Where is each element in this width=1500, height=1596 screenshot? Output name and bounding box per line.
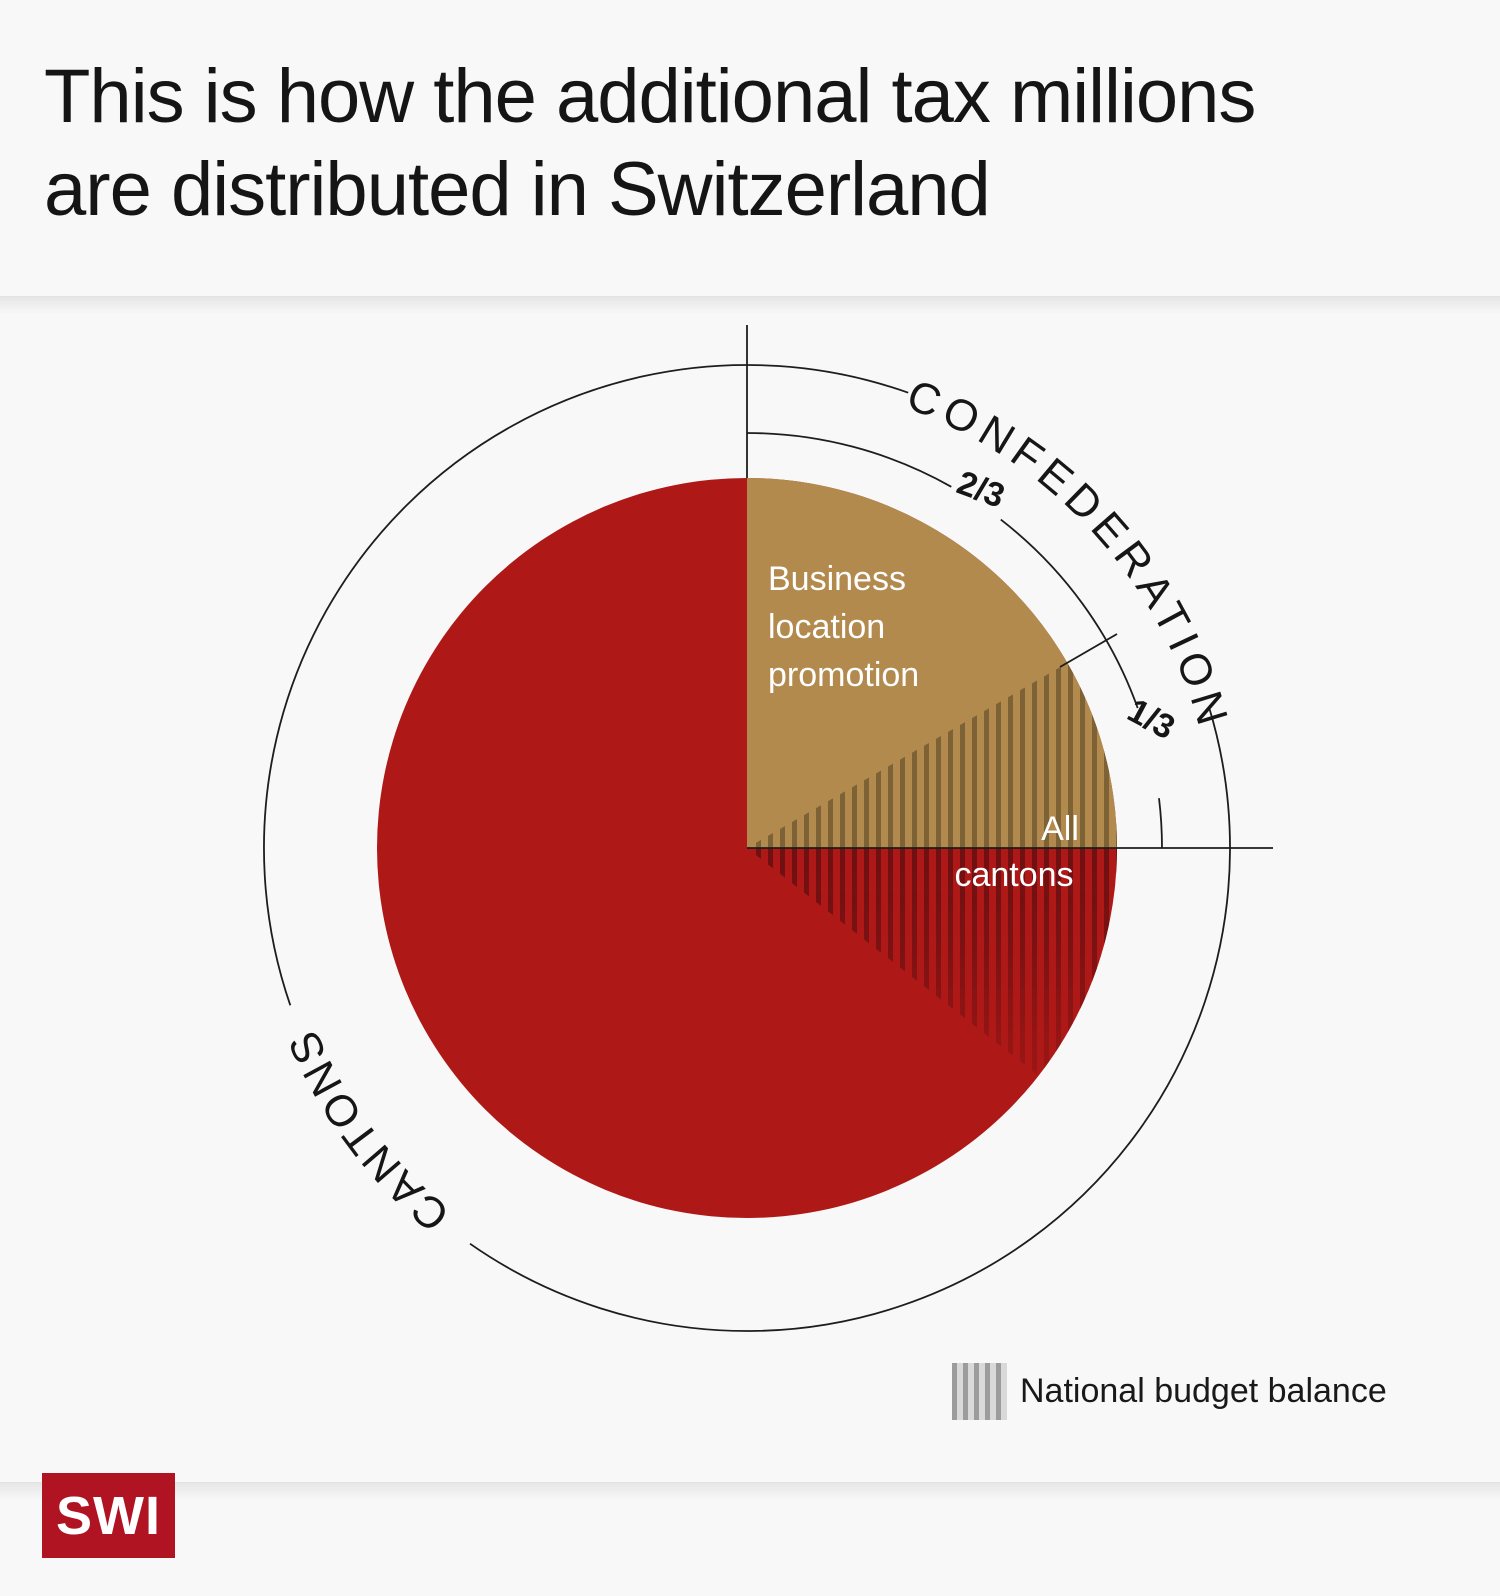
- title-line-2: are distributed in Switzerland: [44, 147, 991, 232]
- hatch-swatch-icon: [952, 1363, 1007, 1420]
- inner-arc-segment-3: [1158, 798, 1163, 849]
- cantons-hatch-reflection: [747, 848, 1117, 1076]
- all-cantons-label-line-1: All: [1041, 810, 1079, 848]
- confederation-one-third-hatch: [747, 663, 1117, 848]
- inner-arc-segment-1: [746, 432, 952, 488]
- two-thirds-one-third-tick: [1059, 633, 1118, 668]
- header-divider: [0, 296, 1500, 321]
- one-third-label: 1/3: [1121, 691, 1181, 747]
- title-line-1: This is how the additional tax millions: [44, 54, 1256, 139]
- inner-arc-segment-2: [1000, 518, 1139, 709]
- outer-circle-arc-right-bottom: [469, 706, 1231, 1332]
- two-thirds-label: 2/3: [952, 464, 1009, 516]
- business-label-line-3: promotion: [768, 656, 919, 694]
- cantons-arc-label: CANTONS: [279, 1022, 457, 1241]
- legend-label: National budget balance: [1020, 1372, 1387, 1410]
- all-cantons-label-line-2: cantons: [954, 856, 1073, 894]
- page-title: This is how the additional tax millions …: [44, 50, 1256, 236]
- footer-divider: [0, 1482, 1500, 1507]
- cantons-arc-label-text: CANTONS: [279, 1022, 459, 1241]
- swi-logo: SWI: [42, 1473, 175, 1558]
- business-label-line-1: Business: [768, 560, 906, 598]
- business-label-line-2: location: [768, 608, 885, 646]
- business-location-promotion-label: Business location promotion: [768, 560, 919, 694]
- outer-circle-arc-left-top: [263, 364, 909, 1006]
- legend: National budget balance: [952, 1363, 1387, 1420]
